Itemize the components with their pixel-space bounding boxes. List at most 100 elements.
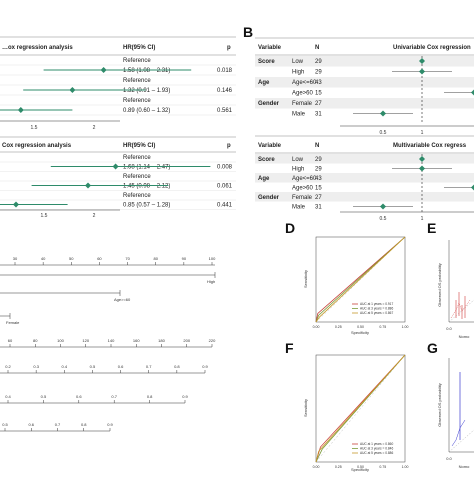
row-shade	[255, 192, 474, 202]
level-label: Age<=60	[292, 176, 317, 182]
variable-name: Gender	[258, 195, 280, 201]
estimate-marker	[419, 165, 425, 172]
x-tick-label: 0.00	[313, 325, 320, 329]
total-points-tick-label: 120	[82, 338, 89, 343]
total-points-tick-label: 100	[57, 338, 64, 343]
points-tick-label: 60	[97, 256, 102, 261]
prob2-tick-label: 0.7	[111, 394, 117, 399]
level-label: Age>60	[292, 186, 314, 192]
prob3-tick-label: 0.5	[2, 422, 8, 427]
panel-letter-g: G	[427, 340, 438, 356]
x-axis-label: Nomo	[459, 334, 470, 339]
points-tick-label: 40	[41, 256, 46, 261]
p-value-cell: 0.441	[217, 203, 233, 209]
hr-cell: Reference	[123, 155, 151, 161]
total-points-tick-label: 200	[183, 338, 190, 343]
panel-b-univariable: Variable N Univariable Cox regression Sc…	[255, 37, 474, 136]
variable-name: Score	[258, 59, 275, 65]
p-header: p	[227, 45, 231, 51]
prob1-tick-label: 0.9	[202, 364, 208, 369]
x-tick-label: 0.0	[446, 326, 452, 331]
x-tick-label: 0.00	[313, 465, 320, 469]
total-points-tick-label: 220	[209, 338, 216, 343]
roc-curve	[315, 236, 406, 323]
prob1-tick-label: 0.4	[62, 364, 68, 369]
p-value-cell: 0.561	[217, 108, 233, 114]
x-tick-label: 2	[93, 125, 96, 131]
row-shade	[255, 98, 474, 109]
p-value-cell: 0.008	[217, 165, 233, 171]
estimate-marker	[380, 203, 386, 210]
n-count: 31	[315, 112, 322, 118]
estimate-marker	[69, 87, 76, 93]
estimate-marker	[100, 67, 107, 73]
x-tick-label: 0.5	[380, 216, 387, 222]
x-axis-label: Specificity	[351, 467, 369, 472]
estimate-marker	[17, 107, 24, 113]
prob1-tick-label: 0.6	[118, 364, 124, 369]
x-tick-label: 0.5	[380, 130, 387, 136]
legend-label: AUC at 3 years = 0.886	[360, 307, 393, 311]
row-shade	[255, 154, 474, 164]
panel-a-multivariable: Cox regression analysis HR(95% CI) p Ref…	[0, 136, 236, 219]
level-label: High	[292, 167, 304, 173]
x-tick-label: 0.25	[335, 325, 342, 329]
estimate-marker	[419, 68, 425, 75]
legend-label: AUC at 1 years = 0.860	[360, 442, 393, 446]
panel-b-multivariable: Variable N Multivariable Cox regress Sco…	[255, 135, 474, 222]
y-axis-label: Sensitivity	[303, 270, 308, 288]
calibration-line	[451, 419, 466, 447]
n-count: 29	[315, 167, 322, 173]
hr-cell: Reference	[123, 98, 151, 104]
legend-label: AUC at 1 years = 0.917	[360, 302, 393, 306]
hr-header: HR(95% CI)	[123, 45, 155, 51]
estimate-marker	[13, 201, 19, 208]
total-points-tick-label: 80	[33, 338, 38, 343]
x-tick-label: 0.25	[335, 465, 342, 469]
x-tick-label: 1	[421, 216, 424, 222]
level-label: Low	[292, 157, 304, 163]
legend-label: AUC at 5 years = 0.886	[360, 451, 393, 455]
hr-cell: 1.32 (0.91 – 1.93)	[123, 88, 170, 94]
estimate-marker	[85, 182, 91, 189]
forest-title: Cox regression analysis	[2, 143, 72, 149]
p-value-cell: 0.061	[217, 184, 233, 190]
level-label: Male	[292, 205, 306, 211]
x-tick-label: 1	[421, 130, 424, 136]
risk-label: High	[207, 279, 215, 284]
roc-curve	[315, 236, 406, 323]
x-tick-label: 0.50	[357, 325, 364, 329]
n-count: 31	[315, 205, 322, 211]
n-count: 43	[315, 176, 322, 182]
prob1-tick-label: 0.2	[5, 364, 11, 369]
forest-title: …ox regression analysis	[2, 45, 73, 51]
panel-letter-e: E	[427, 220, 436, 236]
hr-cell: 1.68 (1.14 – 2.47)	[123, 165, 170, 171]
prob3-tick-label: 0.8	[81, 422, 87, 427]
prob1-tick-label: 0.5	[90, 364, 96, 369]
points-tick-label: 100	[209, 256, 216, 261]
n-count: 29	[315, 59, 322, 65]
nomogram: 30 40 50 60 70 80 90 100 High Age>=60 Female 60…	[0, 256, 216, 432]
level-label: Age>60	[292, 91, 314, 97]
variable-header: Variable	[258, 45, 282, 51]
hr-cell: Reference	[123, 78, 151, 84]
prob3-tick-label: 0.9	[107, 422, 113, 427]
total-points-tick-label: 160	[133, 338, 140, 343]
level-label: Male	[292, 112, 306, 118]
forest-title: Univariable Cox regression	[393, 45, 471, 51]
n-count: 29	[315, 157, 322, 163]
prob2-tick-label: 0.5	[41, 394, 47, 399]
variable-header: Variable	[258, 143, 282, 149]
forest-title: Multivariable Cox regress	[393, 143, 467, 149]
points-tick-label: 80	[153, 256, 158, 261]
reference-diagonal	[315, 354, 406, 463]
variable-name: Gender	[258, 101, 280, 107]
n-count: 43	[315, 80, 322, 86]
total-points-tick-label: 60	[8, 338, 13, 343]
hr-cell: 0.89 (0.60 – 1.32)	[123, 108, 170, 114]
level-label: High	[292, 70, 304, 76]
points-tick-label: 70	[125, 256, 130, 261]
hr-cell: Reference	[123, 58, 151, 64]
